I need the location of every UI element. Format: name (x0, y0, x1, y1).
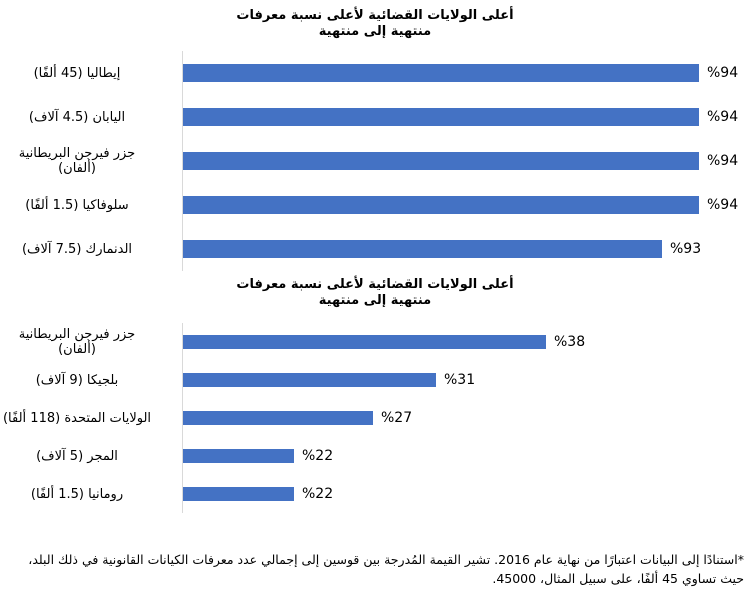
bar-row: الولايات المتحدة (118 ألفًا) %27 (0, 399, 750, 437)
plot-area: %93 (183, 227, 750, 271)
value-label: %94 (707, 197, 739, 213)
top-chart-y-axis-line (182, 51, 183, 271)
top-chart-plot: إيطاليا (45 ألفًا) %94 اليابان (4.5 آلاف… (0, 51, 750, 271)
category-label: الولايات المتحدة (118 ألفًا) (2, 410, 152, 426)
value-label: %94 (707, 65, 739, 81)
plot-area: %22 (183, 437, 750, 475)
bar (183, 64, 699, 82)
category-label: جزر فيرجن البريطانية (ألفان) (18, 146, 136, 176)
bar (183, 196, 699, 214)
plot-area: %27 (183, 399, 750, 437)
bar-row: رومانيا (1.5 ألفًا) %22 (0, 475, 750, 513)
category-label: الدنمارك (7.5 آلاف) (21, 241, 133, 257)
category-label: سلوفاكيا (1.5 ألفًا) (25, 197, 129, 213)
plot-area: %94 (183, 95, 750, 139)
bar-row: جزر فيرجن البريطانية (ألفان) %38 (0, 323, 750, 361)
bar-row: سلوفاكيا (1.5 ألفًا) %94 (0, 183, 750, 227)
value-label: %94 (707, 153, 739, 169)
category-label: المجر (5 آلاف) (36, 448, 118, 464)
plot-area: %94 (183, 51, 750, 95)
plot-area: %38 (183, 323, 750, 361)
bar (183, 152, 699, 170)
category-label: رومانيا (1.5 ألفًا) (30, 486, 124, 502)
footnote: *استنادًا إلى البيانات اعتبارًا من نهاية… (28, 552, 744, 586)
bar-row: جزر فيرجن البريطانية (ألفان) %94 (0, 139, 750, 183)
bottom-chart-title-line2: منتهية إلى منتهية (318, 293, 432, 308)
category-label: إيطاليا (45 ألفًا) (33, 65, 121, 81)
bar (183, 411, 373, 425)
plot-area: %22 (183, 475, 750, 513)
bar (183, 335, 546, 349)
category-label: اليابان (4.5 آلاف) (28, 109, 126, 125)
bar (183, 487, 294, 501)
category-label: بلجيكا (9 آلاف) (35, 372, 119, 388)
bar (183, 240, 662, 258)
bottom-chart-title: أعلى الولايات القضائية لأعلى نسبة معرفات… (0, 277, 750, 309)
value-label: %93 (670, 241, 702, 257)
bar-row: اليابان (4.5 آلاف) %94 (0, 95, 750, 139)
value-label: %94 (707, 109, 739, 125)
bar-row: الدنمارك (7.5 آلاف) %93 (0, 227, 750, 271)
bar (183, 373, 436, 387)
value-label: %27 (381, 410, 413, 426)
plot-area: %94 (183, 139, 750, 183)
bottom-chart-y-axis-line (182, 323, 183, 513)
bar-row: إيطاليا (45 ألفًا) %94 (0, 51, 750, 95)
bar (183, 108, 699, 126)
plot-area: %94 (183, 183, 750, 227)
top-chart-title-line2: منتهية إلى منتهية (318, 24, 432, 39)
bottom-chart-plot: جزر فيرجن البريطانية (ألفان) %38 بلجيكا … (0, 323, 750, 513)
value-label: %22 (302, 448, 334, 464)
value-label: %22 (302, 486, 334, 502)
top-chart-title: أعلى الولايات القضائية لأعلى نسبة معرفات… (0, 0, 750, 40)
bottom-chart-title-line1: أعلى الولايات القضائية لأعلى نسبة معرفات (236, 277, 514, 292)
value-label: %38 (554, 334, 586, 350)
bar-row: بلجيكا (9 آلاف) %31 (0, 361, 750, 399)
value-label: %31 (444, 372, 476, 388)
category-label: جزر فيرجن البريطانية (ألفان) (18, 327, 136, 357)
plot-area: %31 (183, 361, 750, 399)
bar (183, 449, 294, 463)
bar-row: المجر (5 آلاف) %22 (0, 437, 750, 475)
top-chart-title-line1: أعلى الولايات القضائية لأعلى نسبة معرفات (236, 8, 514, 23)
